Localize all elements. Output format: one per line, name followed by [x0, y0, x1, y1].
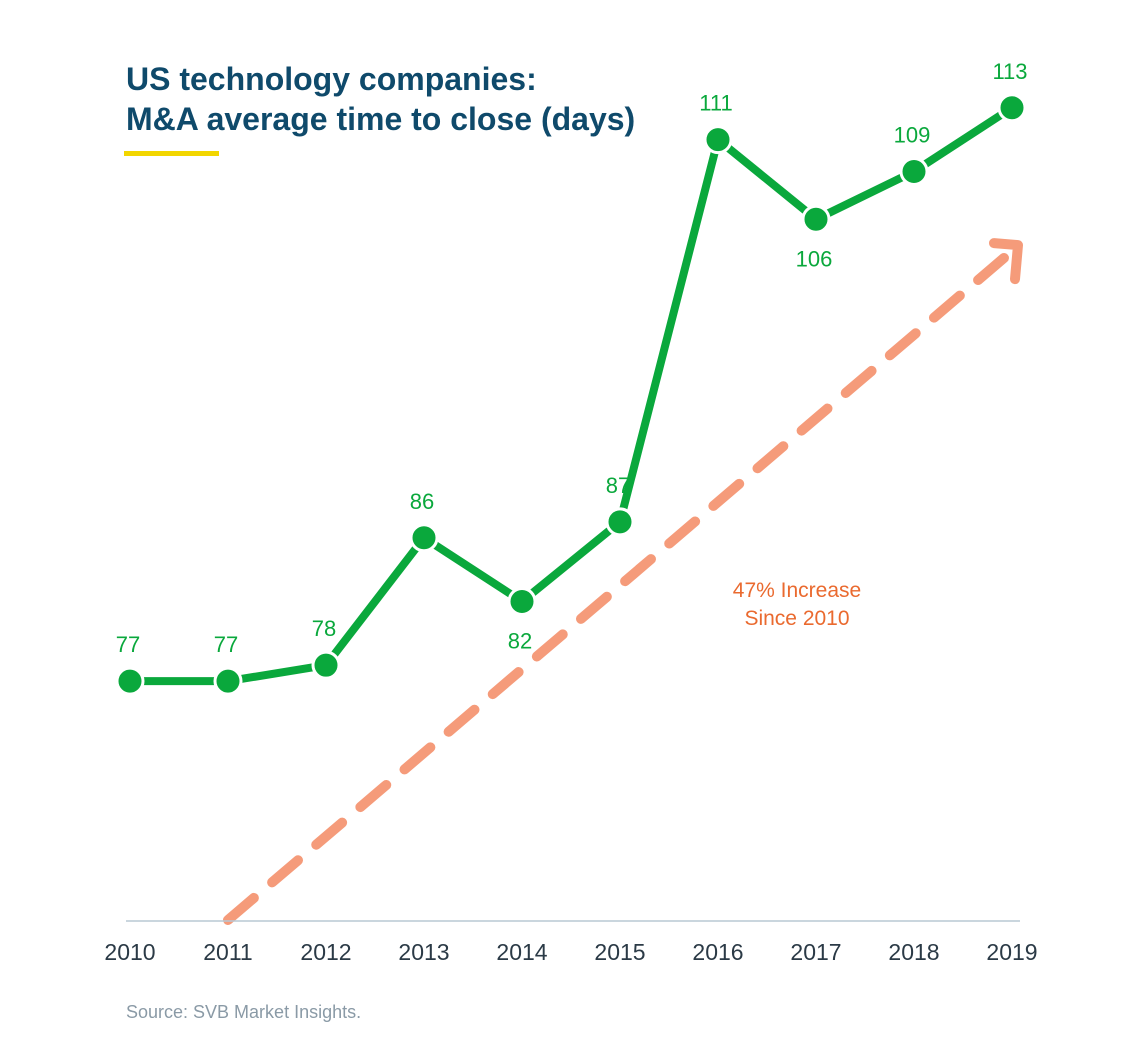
data-label: 78	[312, 616, 336, 641]
data-label: 86	[410, 489, 434, 514]
x-tick-label: 2014	[496, 939, 547, 965]
annotation-line-2: Since 2010	[744, 607, 849, 630]
x-axis-ticks: 2010 2011 2012 2013 2014 2015 2016 2017 2018 2019	[104, 939, 1037, 965]
x-tick-label: 2012	[300, 939, 351, 965]
data-point	[703, 125, 733, 155]
data-label: 109	[894, 122, 931, 147]
chart-title-line-2: M&A average time to close (days)	[126, 101, 635, 137]
x-tick-label: 2018	[888, 939, 939, 965]
x-tick-label: 2015	[594, 939, 645, 965]
data-point	[605, 507, 635, 537]
x-tick-label: 2010	[104, 939, 155, 965]
data-label: 87	[606, 473, 630, 498]
data-label: 77	[116, 632, 140, 657]
data-label: 106	[796, 246, 833, 271]
series-line	[126, 103, 1016, 686]
data-point	[213, 666, 243, 696]
trend-arrow-group	[223, 238, 1023, 925]
data-point	[997, 93, 1027, 123]
annotation-line-1: 47% Increase	[733, 579, 861, 602]
x-tick-label: 2019	[986, 939, 1037, 965]
series-line-group	[115, 93, 1027, 696]
trend-arrow-head	[989, 238, 1023, 285]
data-labels: 77 77 78 86 82 87 111 106 109 113	[116, 59, 1028, 657]
trend-arrow-line	[223, 246, 1017, 925]
data-point	[409, 523, 439, 553]
data-point	[115, 666, 145, 696]
data-label: 82	[508, 628, 532, 653]
x-tick-label: 2016	[692, 939, 743, 965]
data-point	[801, 204, 831, 234]
data-label: 111	[699, 91, 732, 116]
source-note: Source: SVB Market Insights.	[126, 1002, 361, 1022]
data-point	[899, 156, 929, 186]
data-label: 77	[214, 632, 238, 657]
data-label: 113	[992, 59, 1027, 84]
x-tick-label: 2013	[398, 939, 449, 965]
data-point	[507, 586, 537, 616]
data-point	[311, 650, 341, 680]
chart-title-line-1: US technology companies:	[126, 61, 537, 97]
x-tick-label: 2017	[790, 939, 841, 965]
title-underline	[124, 151, 219, 156]
x-tick-label: 2011	[203, 939, 252, 965]
